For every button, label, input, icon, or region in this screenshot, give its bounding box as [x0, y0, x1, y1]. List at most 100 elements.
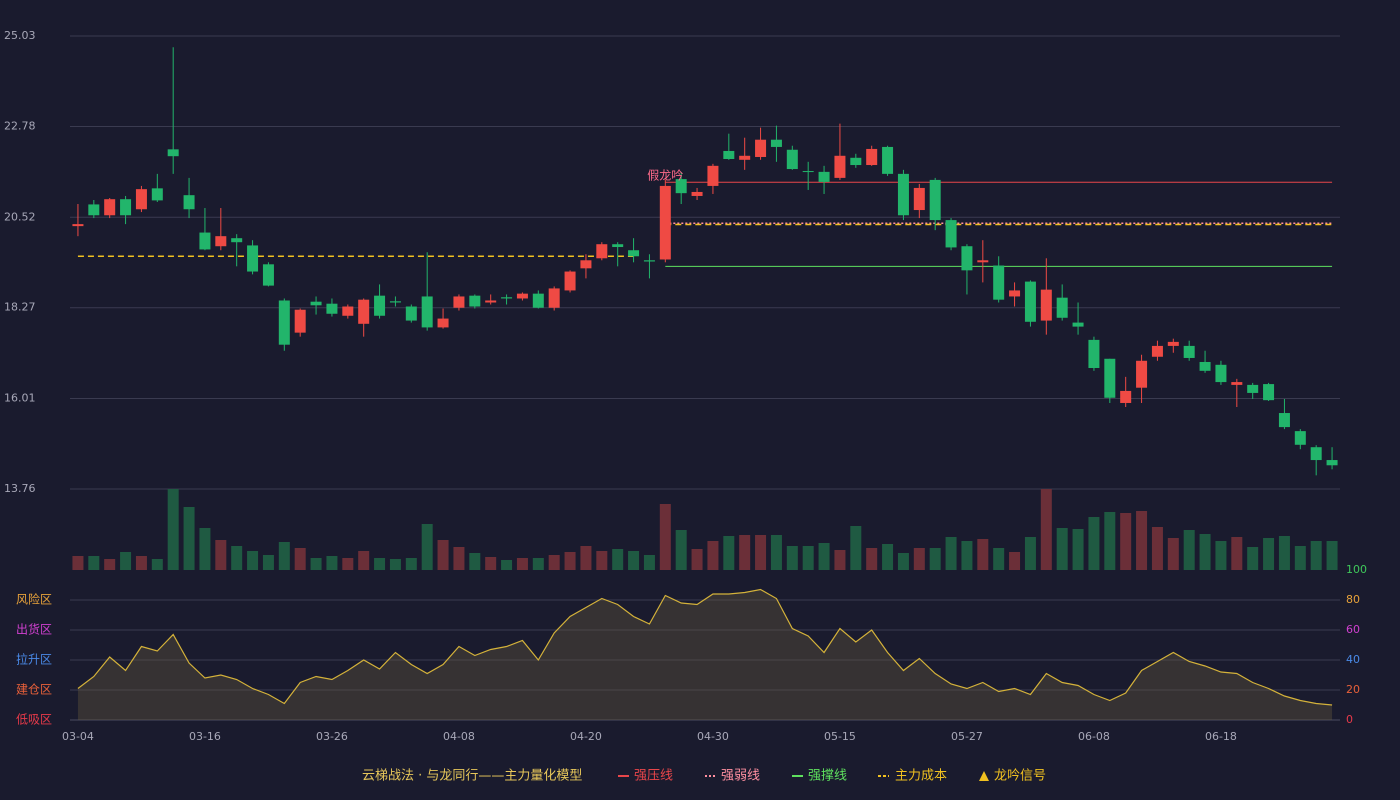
y-tick-label: 20.52 [4, 210, 36, 223]
candle-body [1009, 290, 1021, 297]
volume-bar [628, 551, 640, 570]
candle-body [374, 295, 386, 316]
candle-body [72, 224, 84, 227]
candle-body [532, 293, 544, 308]
volume-bar [469, 553, 481, 570]
candle-body [1056, 297, 1068, 318]
volume-bar [691, 549, 703, 570]
zone-label: 低吸区 [16, 713, 52, 727]
volume-bar [167, 489, 179, 570]
volume-bar [580, 546, 592, 570]
volume-bar [675, 530, 687, 570]
candle-body [326, 303, 338, 314]
volume-bar [389, 559, 401, 570]
volume-bar [374, 558, 386, 570]
volume-bar [1120, 513, 1132, 570]
volume-bar [199, 528, 211, 570]
candle-body [1247, 384, 1259, 393]
candle-body [1263, 384, 1275, 401]
candle-body [1326, 460, 1338, 466]
volume-bar [1167, 538, 1179, 570]
y-tick-label: 13.76 [4, 482, 36, 495]
volume-bar [1056, 528, 1068, 570]
volume-bar [1024, 537, 1036, 570]
candle-body [405, 306, 417, 321]
candle-body [1294, 431, 1306, 445]
candle-body [707, 165, 719, 186]
y2-tick-label: 20 [1346, 683, 1360, 696]
candle-body [755, 139, 767, 157]
candle-body [421, 296, 433, 328]
x-tick-label: 03-26 [316, 730, 348, 743]
candle-body [104, 199, 116, 216]
candle-body [1278, 413, 1290, 428]
volume-bar [850, 526, 862, 570]
volume-bar [1199, 534, 1211, 570]
x-tick-label: 06-18 [1205, 730, 1237, 743]
candle-body [469, 295, 481, 307]
candle-body [231, 238, 243, 243]
candle-body [1167, 341, 1179, 346]
volume-bar [739, 535, 751, 570]
legend-label: 主力成本 [895, 769, 947, 784]
zone-label: 拉升区 [16, 652, 52, 667]
volume-bar [786, 546, 798, 570]
candle-body [691, 191, 703, 196]
candle-body [516, 293, 528, 299]
candle-body [135, 189, 147, 210]
candle-body [723, 150, 735, 159]
y-tick-label: 25.03 [4, 29, 36, 42]
candle-body [1215, 364, 1227, 383]
volume-bar [643, 555, 655, 570]
volume-bar [310, 558, 322, 570]
reference-line [77, 223, 1333, 258]
volume-bar [945, 537, 957, 570]
volume-bar [294, 548, 306, 570]
candle-body [453, 296, 465, 308]
volume-bar [72, 556, 84, 570]
y2-tick-label: 0 [1346, 713, 1353, 726]
volume-bar [1278, 536, 1290, 570]
volume-bar [993, 548, 1005, 570]
candle-body [866, 148, 878, 166]
y2-tick-label: 60 [1346, 623, 1360, 636]
y2-tick-label: 40 [1346, 653, 1360, 666]
legend-label: 龙吟信号 [994, 768, 1046, 784]
candle-body [675, 179, 687, 194]
candle-body [342, 306, 354, 316]
candle-body [1136, 360, 1148, 388]
candle-body [850, 157, 862, 166]
volume-bar [231, 546, 243, 570]
candle-body [643, 260, 655, 262]
volume-bar [612, 549, 624, 570]
candle-body [199, 232, 211, 250]
candle-body [770, 139, 782, 147]
legend-label: 强弱线 [721, 769, 760, 784]
volume-bar [1072, 529, 1084, 570]
candle-body [913, 187, 925, 211]
volume-bar [882, 544, 894, 570]
candle-body [977, 260, 989, 263]
candle-body [993, 265, 1005, 300]
y2-tick-label: 80 [1346, 593, 1360, 606]
candle-body [485, 300, 497, 303]
candle-body [739, 155, 751, 160]
candle-body [183, 195, 195, 210]
candle-body [1072, 322, 1084, 327]
candle-body [167, 149, 179, 157]
x-tick-label: 06-08 [1078, 730, 1110, 743]
volume-bar [707, 541, 719, 570]
volume-bar [1247, 547, 1259, 570]
legend-title: 云梯战法 · 与龙同行——主力量化模型 [362, 769, 582, 784]
volume-bar [485, 557, 497, 570]
volume-bar [1310, 541, 1322, 570]
candle-body [262, 264, 274, 286]
volume-bar [548, 555, 560, 570]
candle-body [929, 179, 941, 221]
volume-bar [1326, 541, 1338, 570]
legend-label: 强压线 [634, 769, 673, 784]
volume-bar [818, 543, 830, 570]
volume-bar [516, 558, 528, 570]
